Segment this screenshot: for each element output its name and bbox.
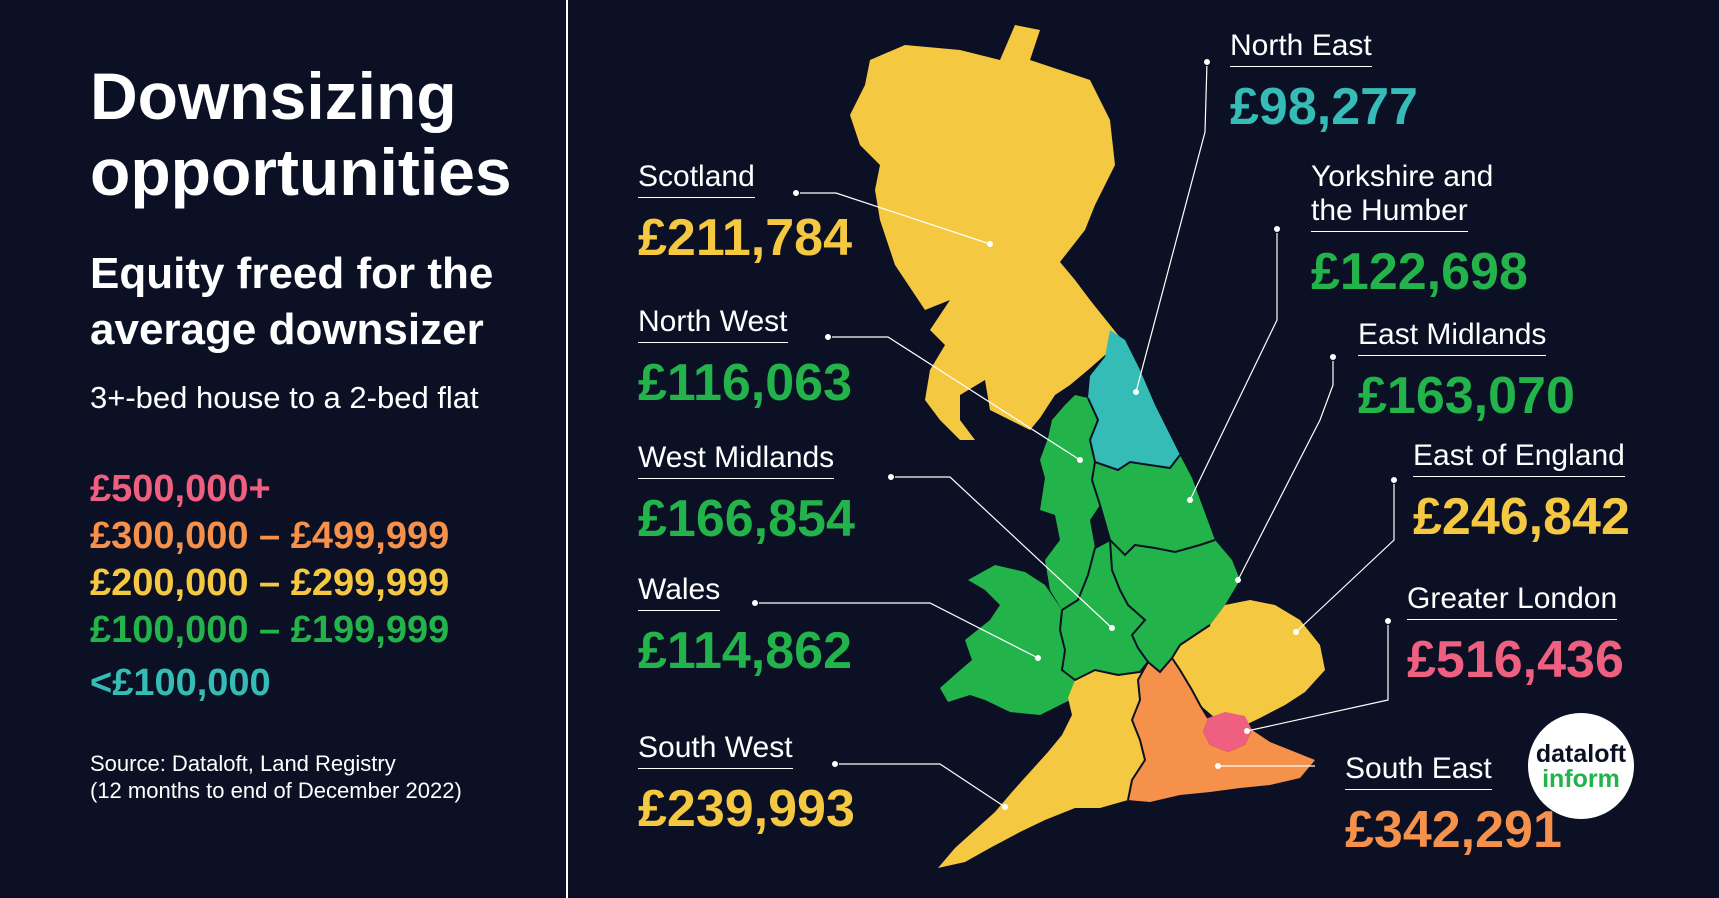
region-value-north-west: £116,063 <box>638 354 853 412</box>
region-shape-greater-london <box>1203 712 1252 752</box>
region-value-east-midlands: £163,070 <box>1358 367 1575 425</box>
region-name-east-midlands: East Midlands <box>1358 318 1547 356</box>
region-name-east-of-england: East of England <box>1413 439 1625 477</box>
region-label-yorkshire: Yorkshire and the Humber £122,698 <box>1311 160 1528 302</box>
source-line-1: Source: Dataloft, Land Registry <box>90 751 396 776</box>
legend-item-200k-299k: £200,000 – £299,999 <box>90 562 450 604</box>
region-value-north-east: £98,277 <box>1230 78 1418 136</box>
region-name-yorkshire-line-2: the Humber <box>1311 194 1468 232</box>
source-line-2: (12 months to end of December 2022) <box>90 778 462 803</box>
region-value-south-west: £239,993 <box>638 780 855 838</box>
region-shape-east-of-england <box>1172 600 1325 730</box>
comparison-note: 3+-bed house to a 2-bed flat <box>90 380 479 415</box>
logo-text-inform: inform <box>1542 765 1620 793</box>
region-label-east-of-england: East of England £246,842 <box>1413 439 1630 547</box>
region-name-south-west: South West <box>638 731 793 769</box>
region-label-south-east: South East £342,291 <box>1345 752 1562 860</box>
region-label-north-west: North West £116,063 <box>638 305 852 413</box>
region-shape-wales <box>940 565 1080 715</box>
region-value-yorkshire: £122,698 <box>1311 243 1528 301</box>
region-label-east-midlands: East Midlands £163,070 <box>1358 318 1575 426</box>
region-label-greater-london: Greater London £516,436 <box>1407 582 1624 690</box>
region-value-south-east: £342,291 <box>1345 801 1562 859</box>
logo-text-dataloft: dataloft <box>1535 740 1627 768</box>
region-shape-south-west <box>938 662 1148 868</box>
region-label-wales: Wales £114,862 <box>638 573 852 681</box>
panel-divider <box>566 0 568 898</box>
region-value-east-of-england: £246,842 <box>1413 488 1630 546</box>
region-name-north-west: North West <box>638 305 788 343</box>
legend-item-500k-plus: £500,000+ <box>90 468 271 510</box>
region-label-north-east: North East £98,277 <box>1230 29 1418 137</box>
region-value-scotland: £211,784 <box>638 209 853 267</box>
region-name-south-east: South East <box>1345 752 1492 790</box>
page-subtitle: Equity freed for the average downsizer <box>90 249 494 354</box>
region-value-west-midlands: £166,854 <box>638 490 855 548</box>
region-value-wales: £114,862 <box>638 622 853 680</box>
region-shape-north-west <box>1040 395 1100 610</box>
region-shape-north-east <box>1088 330 1180 470</box>
region-name-wales: Wales <box>638 573 721 611</box>
region-name-west-midlands: West Midlands <box>638 441 835 479</box>
region-name-yorkshire-line-1: Yorkshire and <box>1311 160 1494 193</box>
region-shape-east-midlands <box>1110 540 1240 672</box>
page-title: Downsizing opportunities <box>90 59 512 209</box>
region-label-west-midlands: West Midlands £166,854 <box>638 441 855 549</box>
region-label-scotland: Scotland £211,784 <box>638 160 852 268</box>
legend-item-300k-499k: £300,000 – £499,999 <box>90 515 450 557</box>
region-shape-west-midlands <box>1060 540 1148 680</box>
uk-region-map <box>751 25 1398 868</box>
legend-item-100k-199k: £100,000 – £199,999 <box>90 609 450 651</box>
legend: £500,000+ £300,000 – £499,999 £200,000 –… <box>90 466 449 707</box>
info-panel: Downsizing opportunities Equity freed fo… <box>0 0 566 898</box>
region-name-scotland: Scotland <box>638 160 755 198</box>
source-note: Source: Dataloft, Land Registry (12 mont… <box>90 750 462 804</box>
region-shape-scotland <box>850 25 1122 440</box>
region-shape-yorkshire <box>1092 455 1215 555</box>
legend-item-under-100k: <£100,000 <box>90 662 271 704</box>
dataloft-logo: dataloft inform <box>1528 713 1634 819</box>
region-label-south-west: South West £239,993 <box>638 731 855 839</box>
region-name-greater-london: Greater London <box>1407 582 1618 620</box>
region-value-greater-london: £516,436 <box>1407 631 1624 689</box>
region-name-north-east: North East <box>1230 29 1372 67</box>
